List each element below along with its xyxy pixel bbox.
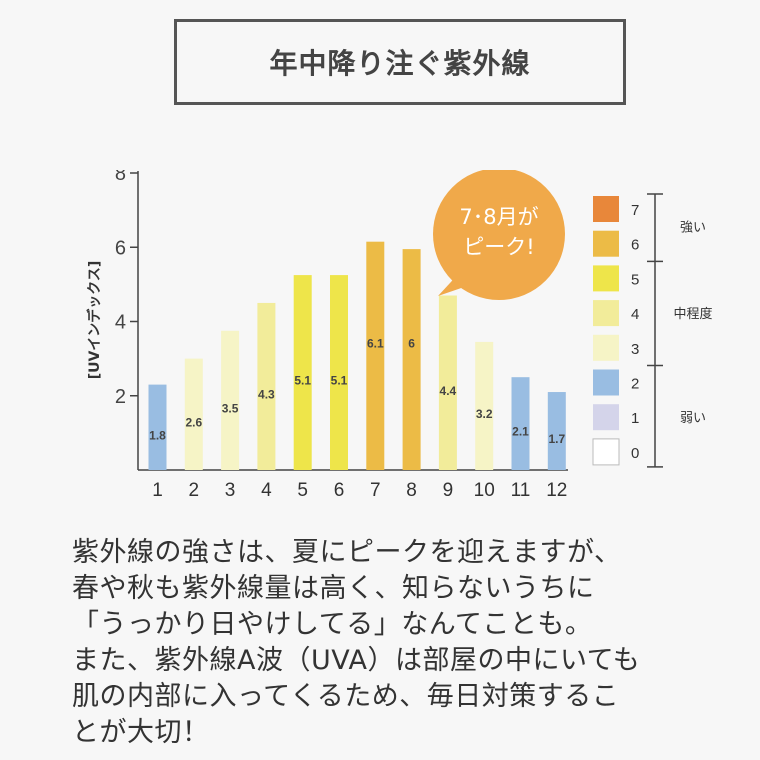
y-tick-label: 2 — [115, 386, 126, 408]
legend-group-label: 弱い — [680, 411, 706, 426]
legend-level-label: 1 — [631, 410, 639, 427]
bar-value-label: 2.6 — [185, 415, 202, 429]
legend-swatch — [593, 230, 619, 257]
bar-value-label: 3.2 — [476, 407, 493, 421]
bar-value-label: 2.1 — [512, 425, 529, 439]
bar-value-label: 6.1 — [367, 336, 384, 350]
legend-swatch — [593, 334, 619, 361]
bar — [148, 384, 167, 470]
y-axis-label: [UVインデックス] — [86, 261, 103, 380]
callout-line-1: 7･8月が — [459, 205, 538, 229]
bar — [402, 249, 421, 470]
callout-bubble — [433, 170, 565, 300]
bar-value-label: 1.7 — [548, 432, 565, 446]
legend-level-label: 2 — [631, 376, 639, 393]
x-tick-label: 11 — [511, 480, 531, 501]
bar — [221, 330, 240, 470]
title-box: 年中降り注ぐ紫外線 — [174, 19, 626, 105]
legend-level-label: 3 — [631, 341, 639, 358]
bar-value-label: 4.3 — [258, 387, 275, 401]
page-title: 年中降り注ぐ紫外線 — [269, 47, 531, 80]
y-tick-label: 8 — [115, 170, 126, 185]
bar — [366, 241, 385, 470]
legend-swatch — [593, 404, 619, 431]
x-tick-label: 5 — [297, 480, 308, 501]
legend-swatch — [592, 438, 620, 466]
legend-group-label: 中程度 — [673, 306, 712, 322]
x-tick-label: 6 — [334, 480, 345, 501]
bar-value-label: 1.8 — [149, 428, 166, 442]
bar — [438, 295, 457, 470]
x-tick-label: 3 — [225, 480, 236, 501]
legend-swatch — [593, 369, 619, 396]
x-tick-label: 9 — [443, 480, 454, 501]
x-tick-label: 10 — [474, 480, 495, 501]
bar — [330, 275, 348, 470]
x-tick-label: 8 — [406, 480, 417, 501]
x-tick-label: 1 — [152, 480, 163, 501]
callout-line-2: ピーク! — [463, 235, 534, 259]
bar — [511, 377, 530, 470]
legend-level-label: 4 — [631, 306, 639, 323]
legend-level-label: 6 — [631, 237, 639, 254]
bar-value-label: 3.5 — [222, 401, 239, 415]
legend-swatch — [593, 196, 619, 222]
x-tick-label: 4 — [261, 480, 272, 501]
x-tick-label: 2 — [189, 480, 200, 501]
legend-level-label: 0 — [631, 445, 639, 462]
uv-index-bar-chart: 2 4 6 8 [UVインデックス] 1.8 1 2.6 2 3.5 3 4.3 4 5.1 5 5.1 6 6.… — [86, 170, 713, 501]
x-tick-label: 7 — [370, 480, 381, 501]
legend-level-label: 7 — [631, 202, 639, 219]
legend-swatch — [593, 300, 619, 327]
bar — [475, 341, 494, 470]
bar — [293, 275, 312, 470]
legend-group-label: 強い — [680, 220, 706, 235]
bar-value-label: 5.1 — [331, 374, 348, 388]
bar-value-label: 5.1 — [294, 374, 311, 388]
x-tick-label: 12 — [546, 480, 567, 501]
bar — [547, 392, 566, 470]
bar — [257, 302, 276, 470]
legend-level-label: 5 — [631, 271, 639, 288]
bar — [184, 358, 203, 470]
bar-value-label: 6 — [408, 336, 415, 350]
y-tick-label: 6 — [115, 237, 126, 259]
legend-swatch — [593, 265, 619, 292]
bar-value-label: 4.4 — [440, 384, 457, 398]
y-tick-label: 4 — [115, 312, 126, 334]
description-text: 紫外線の強さは、夏にピークを迎えますが、 春や秋も紫外線量は高く、知らないうちに… — [72, 537, 641, 748]
